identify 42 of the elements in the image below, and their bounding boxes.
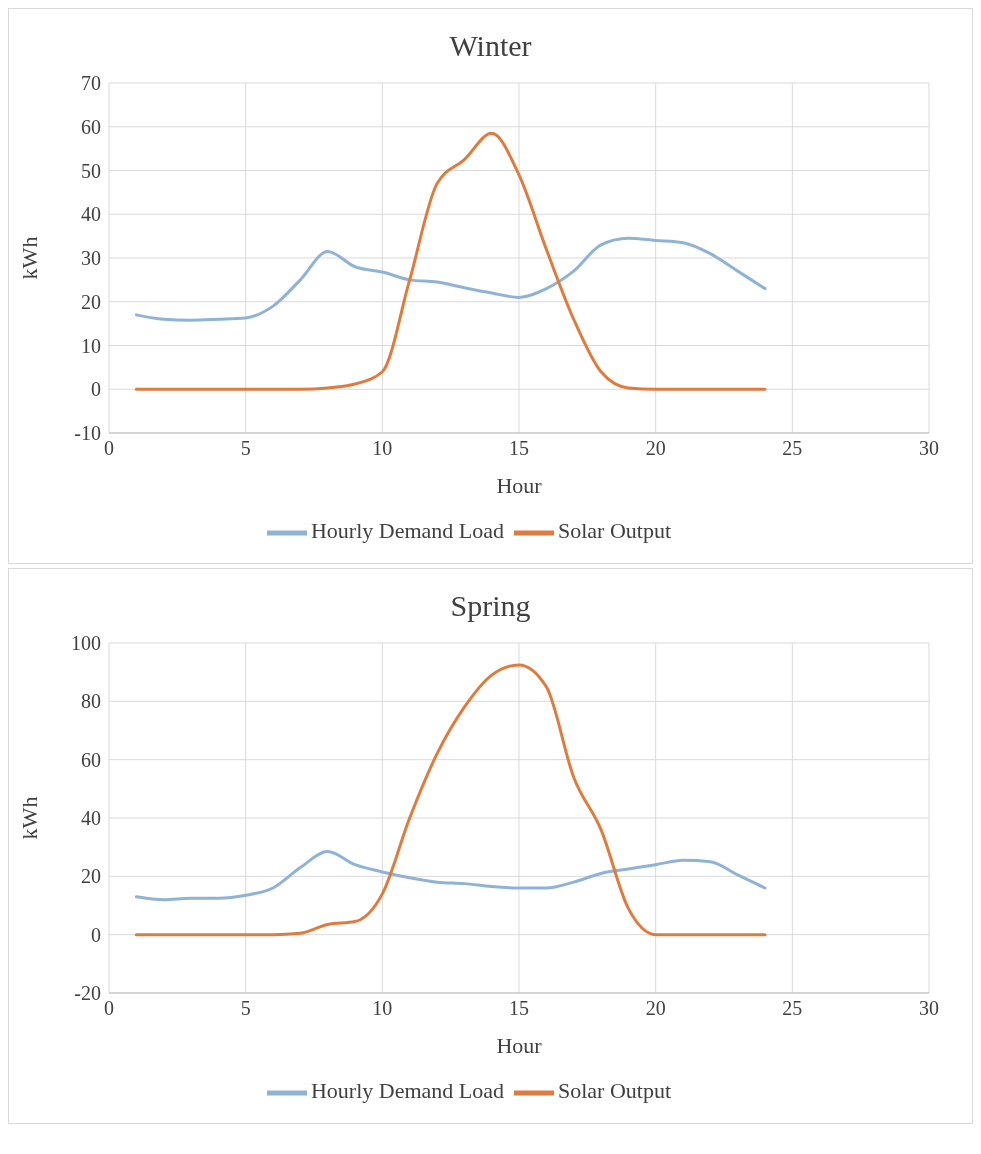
line-series (134, 236, 767, 322)
y-tick-label: -20 (74, 982, 101, 1005)
line-series (134, 131, 767, 391)
x-tick-label: 25 (782, 437, 803, 460)
x-tick-label: 15 (509, 437, 529, 460)
y-tick-label: 50 (81, 159, 101, 182)
x-tick-label: 5 (240, 997, 251, 1020)
y-tick-label: 40 (81, 807, 101, 830)
y-tick-label: 10 (81, 334, 101, 357)
x-tick-label: 20 (645, 997, 666, 1020)
line-series (134, 850, 767, 902)
y-tick-label: 100 (71, 632, 101, 655)
line-series (134, 663, 767, 937)
y-tick-label: -10 (74, 422, 101, 445)
x-axis-title: Hour (496, 1033, 543, 1058)
x-tick-label: 5 (240, 437, 251, 460)
y-tick-label: 70 (81, 72, 101, 95)
y-tick-label: 60 (81, 748, 101, 771)
y-tick-label: 0 (91, 378, 101, 401)
legend-label: Solar Output (558, 1078, 672, 1104)
x-tick-label: 25 (782, 997, 803, 1020)
y-tick-label: 20 (81, 290, 101, 313)
x-tick-label: 15 (509, 997, 529, 1020)
x-tick-label: 10 (372, 437, 393, 460)
x-tick-label: 30 (919, 997, 939, 1020)
chart-title: Spring (449, 588, 532, 623)
x-tick-label: 20 (645, 437, 666, 460)
x-axis-title: Hour (496, 473, 543, 498)
y-tick-label: 0 (91, 923, 101, 946)
legend-label: Hourly Demand Load (310, 1078, 504, 1104)
y-tick-label: 80 (81, 690, 101, 713)
y-tick-label: 60 (81, 115, 101, 138)
y-tick-label: 30 (81, 247, 101, 270)
y-axis-title: kWh (16, 796, 42, 840)
legend-label: Solar Output (558, 518, 672, 544)
y-tick-label: 40 (81, 203, 101, 226)
y-axis-title: kWh (16, 236, 42, 280)
chart-title: Winter (448, 28, 533, 63)
y-tick-label: 20 (81, 865, 101, 888)
x-tick-label: 30 (919, 437, 939, 460)
legend-label: Hourly Demand Load (310, 518, 504, 544)
x-tick-label: 10 (372, 997, 393, 1020)
